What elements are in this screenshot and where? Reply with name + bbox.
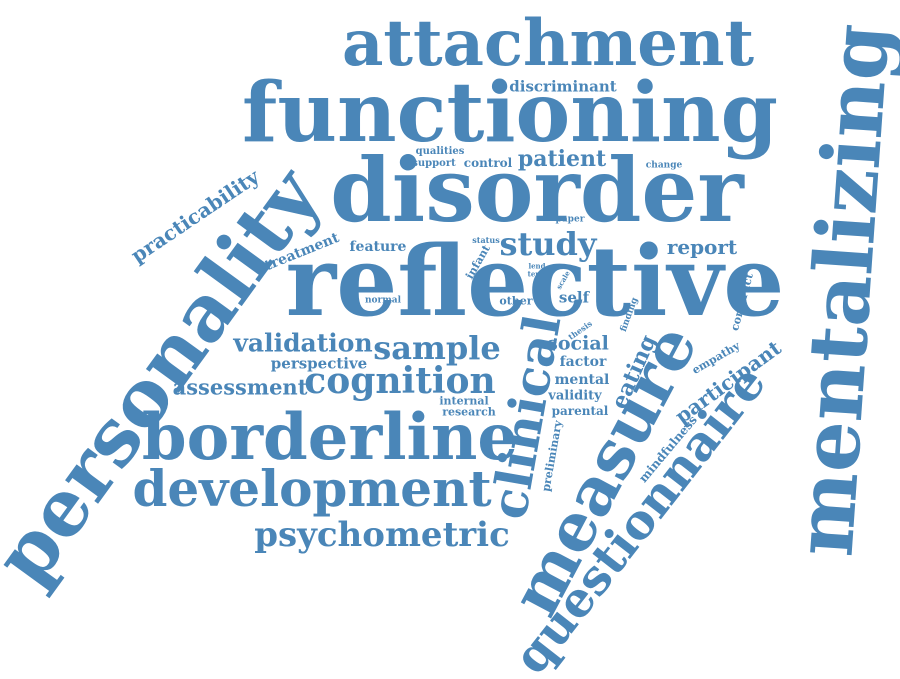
word-psychometric: psychometric <box>254 515 510 555</box>
word-support: support <box>412 158 456 169</box>
word-status: status <box>472 235 500 245</box>
word-parental: parental <box>551 404 609 418</box>
word-patient: patient <box>517 146 607 172</box>
word-social: social <box>547 332 609 355</box>
word-self: self <box>558 288 590 307</box>
word-feature: feature <box>349 239 407 255</box>
word-internal: internal <box>439 394 489 408</box>
word-factor: factor <box>559 354 607 370</box>
word-disorder: disorder <box>330 138 744 242</box>
word-other: other <box>499 294 533 308</box>
word-study: study <box>499 225 597 263</box>
word-functioning: functioning <box>242 65 778 161</box>
word-perspective: perspective <box>270 354 368 373</box>
word-paper: paper <box>555 214 585 225</box>
word-assessment: assessment <box>172 374 308 400</box>
word-mentalizing: mentalizing <box>776 20 900 560</box>
word-qualities: qualities <box>415 146 465 157</box>
word-report: report <box>666 235 738 259</box>
word-discriminant: discriminant <box>509 77 617 96</box>
word-control: control <box>463 156 513 170</box>
word-cognition: cognition <box>304 360 496 402</box>
word-validation: validation <box>233 328 373 358</box>
word-borderline: borderline <box>141 400 519 475</box>
word-reflective: reflective <box>285 225 785 338</box>
word-research: research <box>442 405 496 419</box>
word-validity: validity <box>548 388 602 404</box>
word-sample: sample <box>373 329 501 367</box>
word-term: term <box>527 269 547 279</box>
word-normal: normal <box>364 295 402 306</box>
word-development: development <box>132 459 492 518</box>
word-lend: lend <box>528 261 546 271</box>
word-change: change <box>645 160 683 171</box>
word-mental: mental <box>554 372 610 388</box>
word-attachment: attachment <box>341 6 755 81</box>
